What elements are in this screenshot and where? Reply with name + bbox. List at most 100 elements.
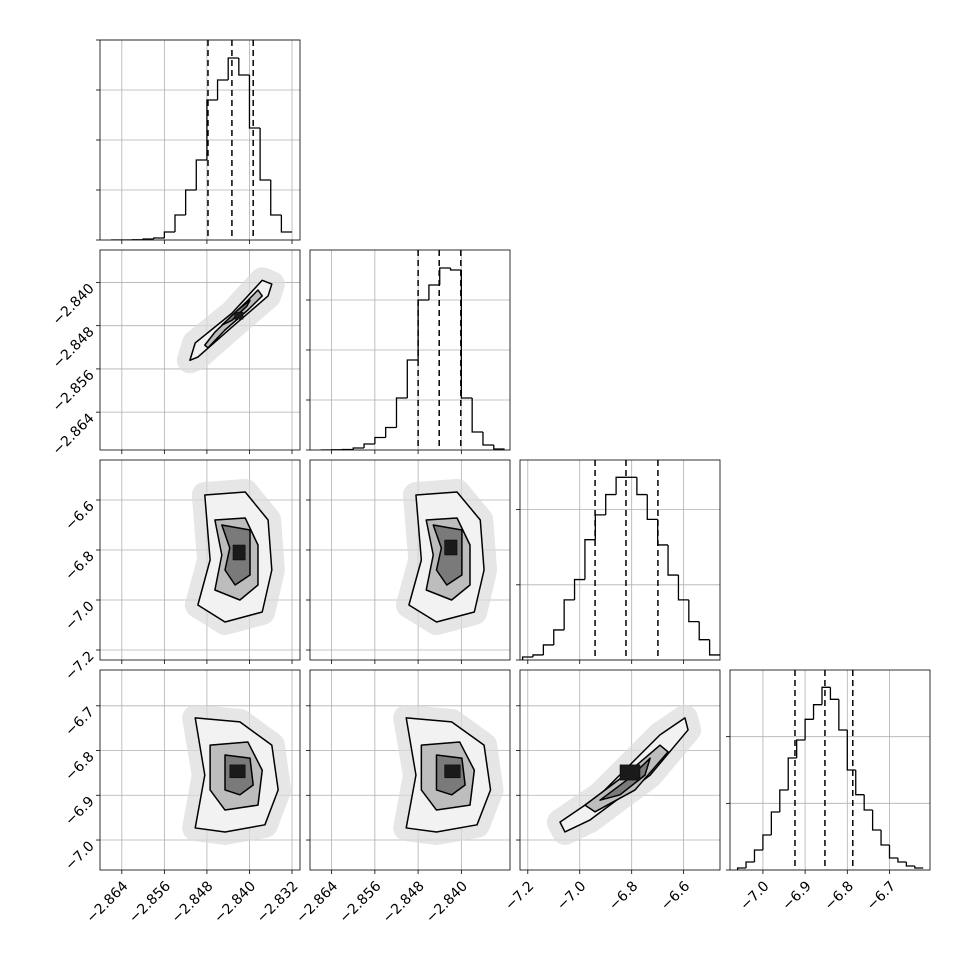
histogram-step bbox=[753, 849, 763, 862]
histogram-step bbox=[395, 397, 408, 428]
histogram-step bbox=[142, 238, 154, 240]
histogram-step bbox=[897, 858, 907, 863]
histogram-step bbox=[449, 268, 462, 271]
histogram-step bbox=[270, 180, 282, 216]
histogram-step bbox=[863, 794, 873, 811]
panel bbox=[96, 39, 301, 244]
histogram-step bbox=[280, 215, 293, 233]
y-tick-label: −7.2 bbox=[62, 648, 97, 683]
y-tick-label: −6.9 bbox=[62, 794, 97, 829]
histogram-step bbox=[428, 284, 440, 300]
histogram-step bbox=[804, 718, 814, 740]
histogram-step bbox=[667, 544, 679, 576]
histogram-step bbox=[248, 75, 261, 129]
plot-area bbox=[111, 40, 293, 240]
panel-frame bbox=[519, 669, 721, 871]
histogram-step bbox=[846, 730, 856, 771]
contour bbox=[444, 764, 461, 779]
histogram-step bbox=[838, 699, 848, 731]
histogram-step bbox=[605, 493, 617, 515]
x-tick-label: −7.0 bbox=[737, 878, 772, 913]
histogram-step bbox=[594, 514, 606, 540]
histogram-step bbox=[385, 426, 397, 438]
x-tick-label: −2.848 bbox=[169, 878, 217, 926]
y-tick-label: −6.7 bbox=[62, 704, 97, 739]
histogram-step bbox=[471, 398, 483, 433]
panel-frame bbox=[99, 39, 301, 241]
plot-area bbox=[176, 267, 285, 374]
histogram-step bbox=[636, 477, 648, 496]
histogram-step bbox=[905, 862, 915, 867]
histogram-step bbox=[352, 447, 365, 450]
histogram-step bbox=[532, 654, 544, 657]
x-tick-label: −2.856 bbox=[126, 878, 174, 926]
histogram-step bbox=[184, 189, 197, 215]
panel-frame bbox=[519, 459, 721, 661]
contour bbox=[234, 311, 244, 320]
histogram-step bbox=[482, 432, 494, 446]
histogram-step bbox=[238, 58, 250, 76]
x-tick-label: −6.8 bbox=[606, 878, 641, 913]
plot-area bbox=[393, 704, 504, 845]
x-tick-label: −6.9 bbox=[779, 878, 814, 913]
histogram-step bbox=[493, 445, 505, 450]
plot-area bbox=[395, 479, 498, 635]
panel bbox=[306, 249, 511, 454]
contour bbox=[444, 539, 458, 556]
histogram-step bbox=[821, 686, 831, 705]
histogram-step bbox=[615, 476, 627, 495]
panel-frame bbox=[99, 669, 301, 871]
histogram-step bbox=[787, 757, 797, 790]
histogram-step bbox=[779, 789, 789, 812]
y-tick-label: −7.0 bbox=[62, 598, 97, 633]
histogram-step bbox=[888, 845, 898, 859]
panel-frame bbox=[99, 249, 301, 451]
histogram-step bbox=[163, 231, 175, 238]
x-tick-label: −6.8 bbox=[822, 878, 857, 913]
panel: −2.864−2.856−2.848−2.840 bbox=[293, 669, 511, 926]
histogram-step bbox=[646, 494, 658, 521]
x-tick-label: −7.0 bbox=[554, 878, 589, 913]
y-tick-label: −2.864 bbox=[50, 410, 98, 458]
histogram-step bbox=[871, 810, 882, 831]
histogram-step bbox=[698, 621, 710, 641]
histogram-step bbox=[708, 639, 720, 656]
histogram-step bbox=[762, 834, 772, 850]
x-tick-label: −7.2 bbox=[502, 878, 537, 913]
histogram-step bbox=[227, 57, 239, 80]
panel-frame bbox=[99, 459, 301, 661]
plot-area bbox=[182, 704, 292, 845]
histogram-step bbox=[829, 687, 839, 700]
histogram-step bbox=[657, 519, 669, 546]
histogram-step bbox=[542, 644, 554, 655]
y-tick-label: −6.6 bbox=[62, 498, 97, 533]
histogram-step bbox=[521, 656, 533, 660]
panel: −7.2 −7.0 −6.8 −6.6 bbox=[502, 669, 721, 914]
histogram-step bbox=[195, 159, 207, 190]
histogram-step bbox=[880, 830, 890, 846]
panel-frame bbox=[309, 459, 511, 661]
histogram-step bbox=[553, 629, 565, 645]
x-tick-label: −2.848 bbox=[380, 878, 428, 926]
histogram-step bbox=[677, 575, 689, 601]
panel bbox=[516, 459, 721, 664]
histogram-step bbox=[206, 99, 218, 160]
histogram-step bbox=[174, 214, 186, 232]
plot-area bbox=[521, 460, 720, 660]
histogram-step bbox=[914, 866, 924, 869]
histogram-step bbox=[216, 79, 229, 100]
histogram-step bbox=[745, 861, 755, 868]
histogram-step bbox=[460, 270, 473, 399]
panel-frame bbox=[729, 669, 931, 871]
panel: −6.6 −6.8 −7.0 −7.2 bbox=[62, 459, 301, 684]
histogram-step bbox=[439, 267, 451, 285]
plot-area bbox=[736, 670, 924, 870]
contour bbox=[599, 757, 651, 801]
histogram-step bbox=[688, 599, 700, 623]
contour bbox=[232, 544, 246, 561]
x-tick-label: −2.840 bbox=[423, 878, 471, 926]
plot-area bbox=[320, 250, 505, 450]
x-tick-label: −2.856 bbox=[337, 878, 385, 926]
histogram-step bbox=[259, 128, 271, 181]
